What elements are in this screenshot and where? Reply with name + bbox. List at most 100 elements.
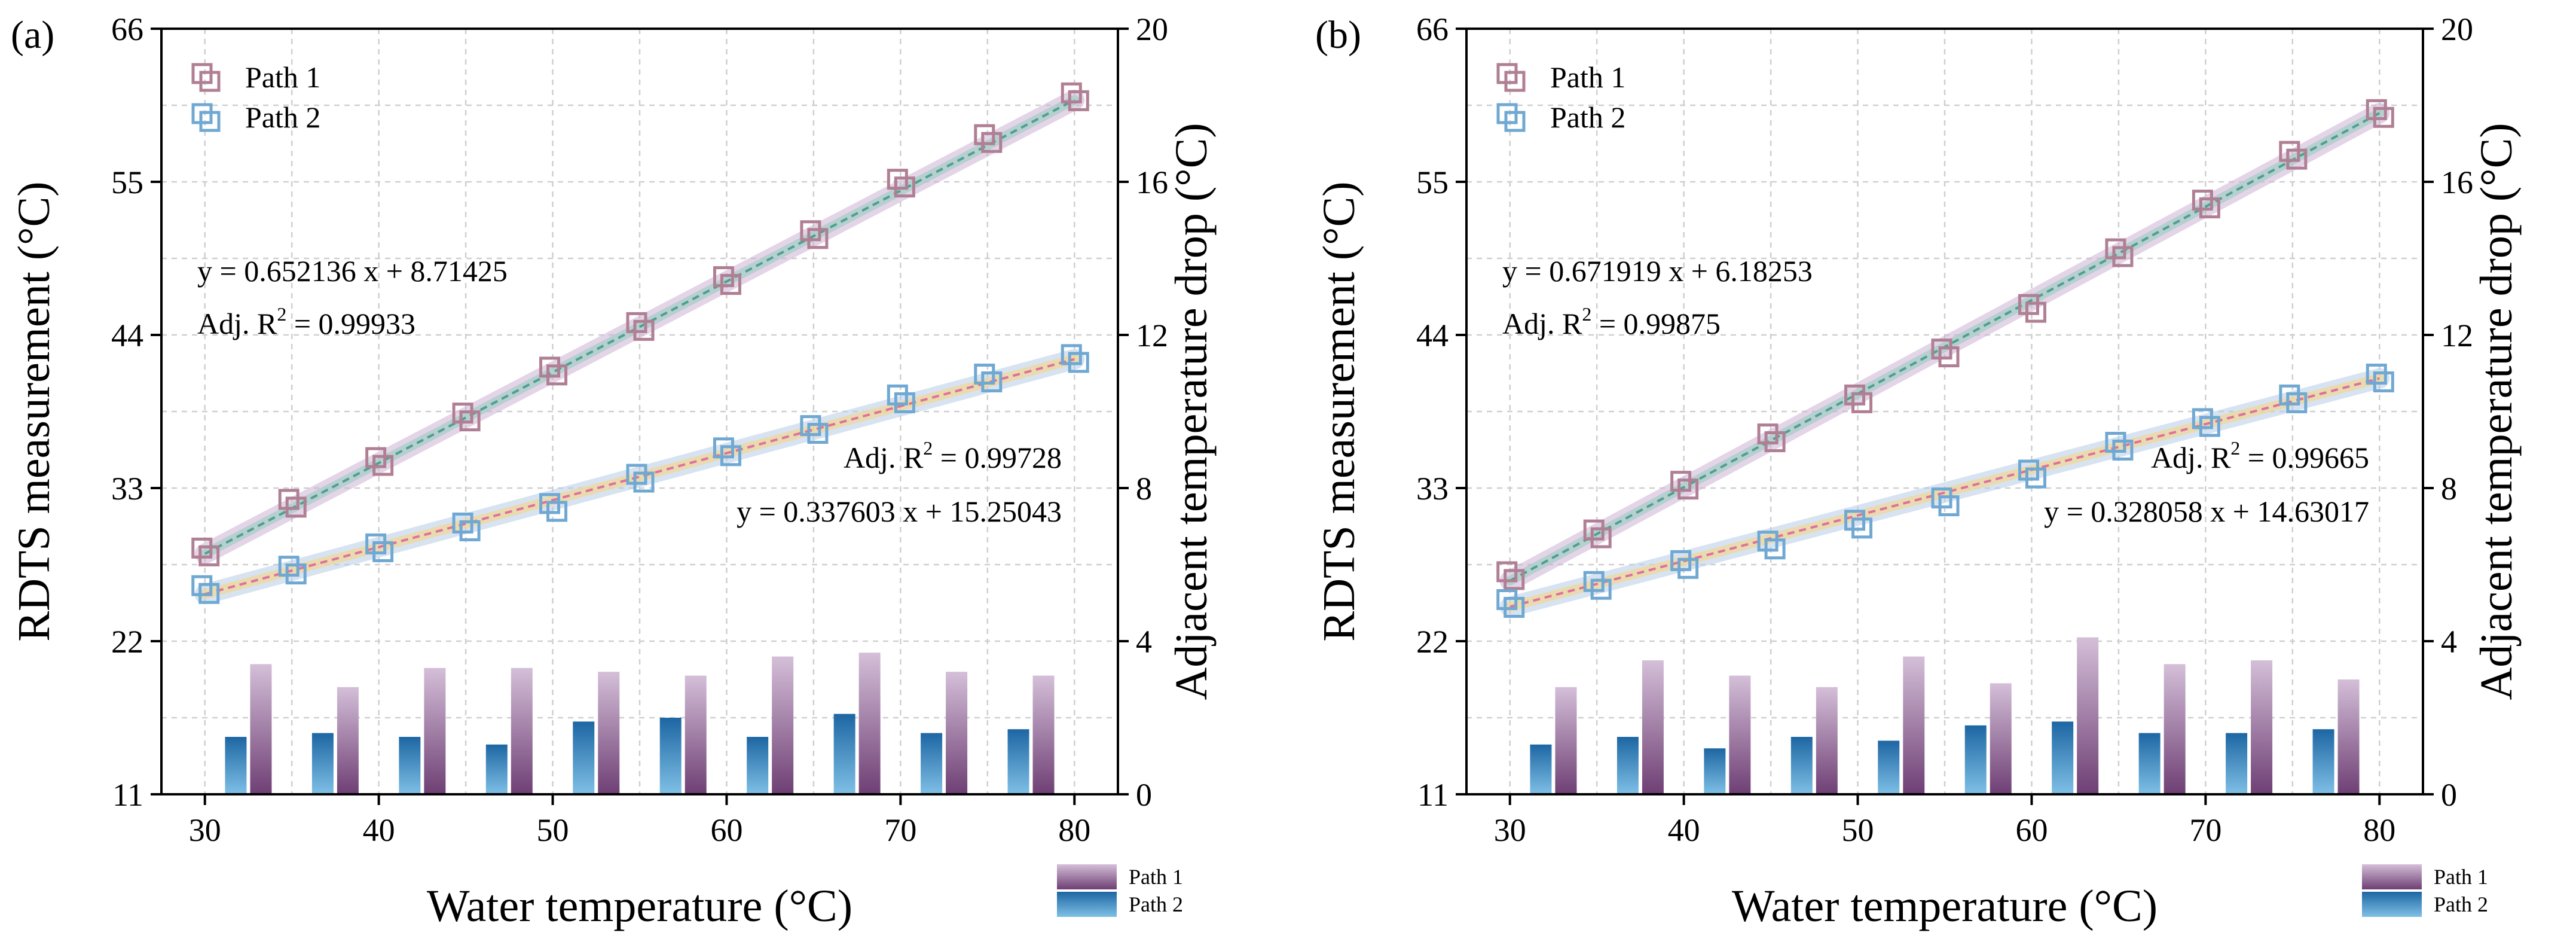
data-point-path-2 — [807, 423, 829, 444]
x-tick-label: 70 — [2189, 812, 2221, 848]
legend-label-path-2: Path 2 — [1550, 100, 1625, 134]
x-tick-label: 80 — [2363, 812, 2395, 848]
x-tick-label: 60 — [710, 812, 742, 848]
x-axis-title: Water temperature (°C) — [1732, 881, 2158, 931]
y-axis-title-left: RDTS measurement (°C) — [1314, 181, 1364, 641]
bar-path-2 — [2138, 733, 2161, 794]
bar-path-1 — [1729, 675, 1751, 794]
x-axis-title: Water temperature (°C) — [427, 881, 852, 931]
y-axis-title-right: Adjacent temperature drop (°C) — [1166, 123, 1217, 700]
data-point-path-2 — [459, 520, 481, 541]
data-point-path-2 — [633, 471, 655, 493]
data-point-path-2 — [981, 371, 1003, 392]
x-tick-label: 80 — [1058, 812, 1090, 848]
y-tick-label-left: 66 — [1416, 11, 1449, 47]
y-tick-label-right: 8 — [1136, 471, 1152, 507]
bar-path-1 — [1642, 660, 1664, 794]
data-point-path-2 — [894, 392, 915, 413]
data-point-path-1 — [807, 228, 829, 249]
x-tick-label: 40 — [363, 812, 395, 848]
data-point-path-2 — [285, 563, 307, 585]
y-tick-label-left: 11 — [112, 777, 143, 813]
legend-label-path-1: Path 1 — [1550, 60, 1625, 94]
bar-path-2 — [833, 714, 855, 794]
x-tick-label: 50 — [1842, 812, 1874, 848]
fit-equation-path-1: y = 0.671919 x + 6.18253 — [1502, 254, 1813, 288]
y-tick-label-left: 33 — [1416, 471, 1449, 507]
bar-path-1 — [685, 675, 707, 794]
data-point-path-2 — [1764, 538, 1786, 560]
y-tick-label-right: 16 — [2441, 164, 2473, 200]
bar-legend-swatch-path-1 — [1057, 864, 1117, 889]
data-point-path-1 — [1504, 569, 1525, 590]
legend: Path 1 Path 2 — [1496, 60, 1625, 134]
data-point-path-1 — [633, 319, 655, 341]
fit-line-path-1 — [204, 99, 1075, 555]
bar-path-2 — [399, 737, 421, 794]
panel-label: (b) — [1315, 13, 1361, 57]
bar-path-1 — [2077, 637, 2099, 794]
data-point-path-2 — [1851, 517, 1873, 539]
bar-path-2 — [1964, 725, 1987, 794]
data-point-path-1 — [198, 545, 220, 566]
y-tick-label-left: 66 — [111, 11, 143, 47]
fit-r2-path-1: Adj. R2 = 0.99933 — [197, 303, 415, 340]
data-point-path-1 — [2373, 106, 2394, 128]
y-tick-label-right: 20 — [1136, 11, 1168, 47]
bar-path-1 — [2251, 660, 2273, 794]
bar-path-2 — [2052, 721, 2074, 794]
x-tick-label: 30 — [1494, 812, 1526, 848]
bar-path-1 — [946, 672, 968, 794]
data-point-path-1 — [1764, 431, 1786, 453]
bar-legend-label-path-1: Path 1 — [2434, 865, 2488, 889]
legend-marker-path-1 — [1504, 71, 1526, 92]
y-tick-label-right: 12 — [1136, 318, 1168, 353]
bar-path-2 — [1790, 737, 1813, 794]
bar-path-2 — [1530, 744, 1552, 794]
data-point-path-2 — [198, 583, 220, 604]
bar-path-1 — [2337, 679, 2360, 794]
data-point-path-2 — [546, 501, 568, 522]
y-tick-label-left: 44 — [111, 318, 143, 353]
legend-label-path-1: Path 1 — [245, 60, 320, 94]
data-point-path-1 — [981, 132, 1003, 153]
fit-equation-path-2: y = 0.337603 x + 15.25043 — [737, 495, 1062, 528]
bar-path-1 — [1032, 675, 1055, 794]
y-tick-label-left: 11 — [1417, 777, 1449, 813]
bar-path-1 — [598, 672, 620, 794]
data-point-path-2 — [2199, 416, 2220, 437]
data-point-path-1 — [1068, 90, 1089, 111]
bar-legend-swatch-path-1 — [2362, 864, 2422, 889]
bar-path-1 — [858, 653, 881, 794]
y-tick-label-left: 22 — [1416, 624, 1449, 660]
panel-a: (a) RDTS measurement (°C) Adjacent tempe… — [9, 11, 1217, 931]
data-point-path-2 — [1068, 352, 1089, 373]
data-point-path-1 — [1938, 346, 1960, 368]
data-point-path-1 — [2286, 148, 2308, 170]
legend-marker-path-2 — [1504, 111, 1526, 132]
fit-r2-path-1: Adj. R2 = 0.99875 — [1502, 303, 1721, 340]
fit-equation-path-1: y = 0.652136 x + 8.71425 — [197, 254, 508, 288]
bar-path-1 — [250, 664, 272, 794]
data-point-path-1 — [2199, 197, 2220, 219]
bar-legend-label-path-1: Path 1 — [1129, 865, 1183, 889]
plot-area — [161, 29, 1118, 794]
plot-area — [1466, 29, 2423, 794]
bar-path-1 — [511, 667, 533, 794]
bar-path-1 — [1990, 683, 2012, 794]
bar-path-1 — [424, 667, 446, 794]
fit-annotation-path-1: y = 0.671919 x + 6.18253 Adj. R2 = 0.998… — [1502, 254, 1813, 340]
y-tick-label-left: 44 — [1416, 318, 1449, 353]
x-tick-label: 30 — [189, 812, 221, 848]
y-axis-title-left: RDTS measurement (°C) — [9, 181, 59, 641]
y-tick-label-right: 0 — [1136, 777, 1152, 813]
bar-legend-swatch-path-2 — [1057, 892, 1117, 917]
data-point-path-1 — [1590, 527, 1612, 548]
y-tick-label-right: 4 — [1136, 624, 1152, 660]
data-point-path-2 — [2025, 467, 2046, 489]
bar-path-1 — [1903, 656, 1925, 794]
fit-r2-path-2: Adj. R2 = 0.99665 — [2151, 437, 2369, 474]
fit-annotation-path-2: Adj. R2 = 0.99728 y = 0.337603 x + 15.25… — [737, 437, 1062, 528]
data-point-path-1 — [285, 496, 307, 518]
